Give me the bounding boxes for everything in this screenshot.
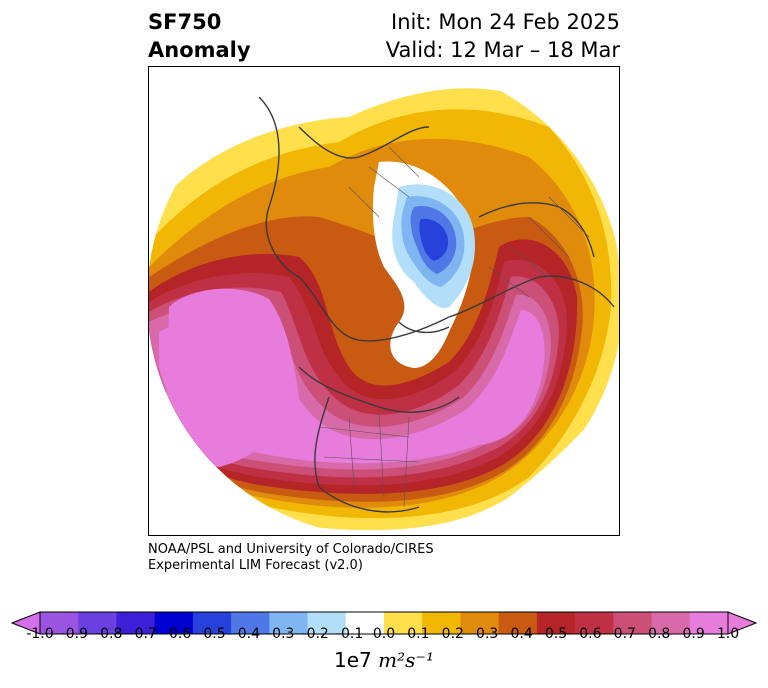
colorbar-ticks: -1.0 -0.9 -0.8 -0.7 -0.6 -0.5 -0.4 -0.3 -0.2 -0.1… bbox=[0, 626, 768, 646]
anomaly-map bbox=[149, 88, 619, 531]
contour-fill bbox=[149, 88, 619, 531]
field-kind: Anomaly bbox=[148, 38, 251, 62]
units-expr: m²s⁻¹ bbox=[378, 648, 434, 672]
colorbar-tick-label: 1.0 bbox=[716, 626, 740, 642]
colorbar-cell bbox=[422, 612, 461, 634]
field-name: SF750 bbox=[148, 10, 222, 34]
colorbar-tick-label: -0.7 bbox=[129, 626, 157, 642]
colorbar-cell bbox=[269, 612, 309, 634]
colorbar-units: 1e7 m²s⁻¹ bbox=[0, 648, 768, 672]
colorbar-tick-label: -0.2 bbox=[301, 626, 329, 642]
colorbar-cell bbox=[78, 612, 117, 634]
colorbar-tick-label: 0.0 bbox=[372, 626, 396, 642]
colorbar-cell bbox=[307, 612, 347, 634]
colorbar-cell bbox=[154, 612, 194, 634]
colorbar-tick-label: -0.1 bbox=[335, 626, 364, 642]
credit-line-2: Experimental LIM Forecast (v2.0) bbox=[148, 558, 363, 573]
coastlines bbox=[258, 96, 615, 513]
colorbar bbox=[10, 611, 758, 635]
colorbar-cell bbox=[40, 612, 79, 634]
colorbar-cell bbox=[116, 612, 156, 634]
colorbar-cells bbox=[40, 612, 729, 634]
credit-text: NOAA/PSL and University of Colorado/CIRE… bbox=[148, 542, 434, 574]
units-prefix: 1e7 bbox=[334, 648, 372, 672]
colorbar-cell bbox=[345, 612, 385, 634]
init-date: Init: Mon 24 Feb 2025 bbox=[391, 10, 620, 34]
colorbar-tick-label: -0.4 bbox=[232, 626, 261, 642]
colorbar-tick-label: 0.4 bbox=[510, 626, 533, 642]
contour-pacific-pink bbox=[167, 288, 299, 467]
colorbar-tick-label: -0.8 bbox=[95, 626, 123, 642]
credit-line-1: NOAA/PSL and University of Colorado/CIRE… bbox=[148, 542, 434, 557]
colorbar-tick-label: 0.9 bbox=[682, 626, 705, 642]
colorbar-cell bbox=[613, 612, 653, 634]
colorbar-cell bbox=[192, 612, 232, 634]
borders bbox=[318, 146, 590, 508]
valid-range: Valid: 12 Mar – 18 Mar bbox=[385, 38, 620, 62]
colorbar-outline bbox=[39, 611, 729, 635]
colorbar-tick-label: -1.0 bbox=[26, 626, 54, 642]
colorbar-cell bbox=[460, 612, 500, 634]
colorbar-cell bbox=[384, 612, 423, 634]
colorbar-tick-label: -0.6 bbox=[163, 626, 192, 642]
colorbar-cell bbox=[536, 612, 576, 634]
colorbar-tick-label: 0.6 bbox=[579, 626, 602, 642]
colorbar-tick-label: 0.5 bbox=[544, 626, 568, 642]
title-left: SF750 Anomaly bbox=[148, 8, 251, 64]
colorbar-cell bbox=[575, 612, 614, 634]
colorbar-tick-label: -0.3 bbox=[267, 626, 295, 642]
colorbar-tick-label: -0.5 bbox=[198, 626, 226, 642]
contour-blue-dark bbox=[419, 218, 449, 261]
colorbar-cell bbox=[231, 612, 270, 634]
colorbar-cell bbox=[651, 612, 691, 634]
colorbar-tick-label: 0.3 bbox=[476, 626, 499, 642]
colorbar-cell bbox=[689, 612, 729, 634]
title-right: Init: Mon 24 Feb 2025 Valid: 12 Mar – 18… bbox=[386, 8, 620, 64]
colorbar-tick-label: 0.2 bbox=[441, 626, 464, 642]
colorbar-tick-label: 0.8 bbox=[648, 626, 671, 642]
colorbar-tick-label: -0.9 bbox=[60, 626, 89, 642]
map-panel bbox=[148, 66, 620, 536]
colorbar-tick-label: 0.1 bbox=[407, 626, 430, 642]
colorbar-tick-label: 0.7 bbox=[613, 626, 636, 642]
colorbar-cell bbox=[498, 612, 538, 634]
